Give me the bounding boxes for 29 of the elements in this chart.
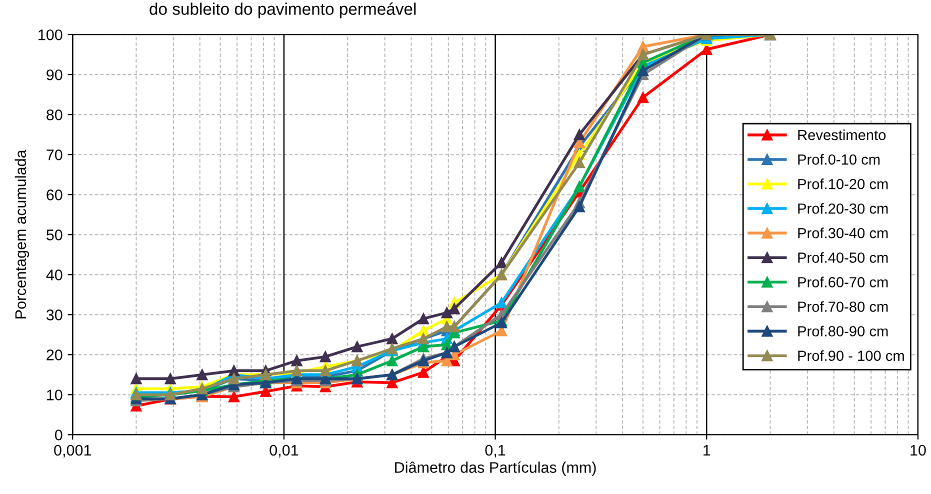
y-tick-label: 60 — [46, 190, 62, 200]
legend-label: Prof.60-70 cm — [798, 276, 888, 288]
x-tick-label: 10 — [910, 444, 926, 456]
y-tick-label: 40 — [46, 270, 62, 280]
x-tick-label: 0,001 — [54, 444, 91, 458]
x-tick-label: 0,01 — [270, 444, 298, 458]
y-tick-label: 100 — [38, 29, 62, 40]
chart-title: do subleito do pavimento permeável — [150, 2, 416, 18]
x-tick-label: 1 — [704, 445, 710, 456]
legend-label: Prof.20-30 cm — [798, 203, 888, 214]
y-tick-label: 0 — [54, 430, 62, 440]
y-tick-label: 10 — [47, 390, 62, 400]
legend-label: Prof.70-80 cm — [798, 301, 888, 312]
y-tick-label: 90 — [46, 69, 62, 80]
legend-label: Prof.40-50 cm — [798, 252, 888, 263]
legend-label: Prof.10-20 cm — [798, 178, 888, 190]
x-axis-title: Diâmetro das Partículas (mm) — [395, 461, 596, 476]
y-tick-label: 50 — [46, 230, 62, 240]
y-tick-label: 70 — [46, 149, 62, 160]
legend-label: Prof.0-10 cm — [798, 154, 880, 165]
y-tick-label: 20 — [46, 350, 62, 360]
y-tick-label: 30 — [46, 310, 62, 320]
y-axis-title: Porcentagem acumulada — [14, 150, 30, 318]
x-tick-label: 0,1 — [485, 444, 506, 458]
legend-label: Prof.90 - 100 cm — [798, 350, 904, 361]
legend-label: Prof.80-90 cm — [798, 326, 888, 336]
y-tick-label: 80 — [46, 109, 62, 120]
legend-label: Prof.30-40 cm — [798, 228, 888, 238]
legend-label: Revestimento — [798, 129, 886, 140]
